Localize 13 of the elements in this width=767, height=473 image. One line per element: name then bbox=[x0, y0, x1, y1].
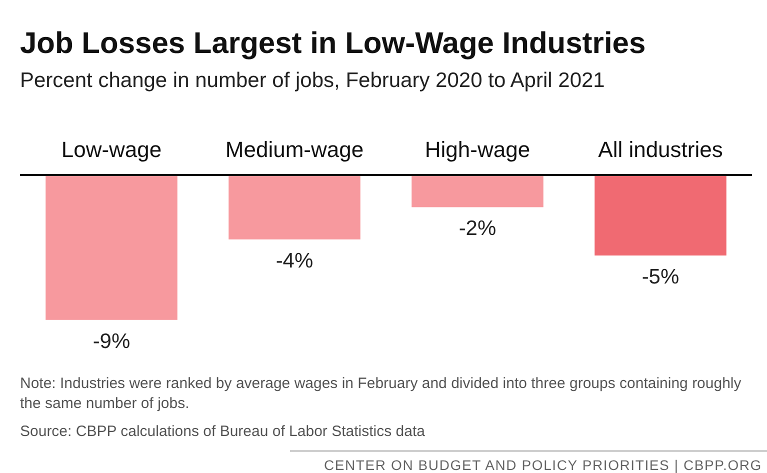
x-tick-label: All industries bbox=[598, 137, 723, 162]
source-note: Source: CBPP calculations of Bureau of Labor Statistics data bbox=[20, 423, 426, 440]
chart-subtitle: Percent change in number of jobs, February 2020 to April 2021 bbox=[20, 69, 605, 92]
chart-title: Job Losses Largest in Low-Wage Industries bbox=[20, 27, 646, 60]
text: CENTER ON BUDGET AND POLICY PRIORITIES | CBPP.ORG bbox=[324, 457, 762, 473]
x-tick-label: High-wage bbox=[424, 137, 530, 162]
data-label: -9% bbox=[92, 330, 130, 353]
data-label: -2% bbox=[458, 217, 496, 240]
data-label: -4% bbox=[276, 249, 314, 272]
text: Note: Industries were ranked by average wages in February and divided into three groups containing roughly the same number of jobs. bbox=[20, 375, 742, 412]
x-tick-label: Medium-wage bbox=[225, 137, 364, 162]
x-tick-label: Low-wage bbox=[61, 137, 162, 162]
data-label: -5% bbox=[642, 266, 680, 288]
